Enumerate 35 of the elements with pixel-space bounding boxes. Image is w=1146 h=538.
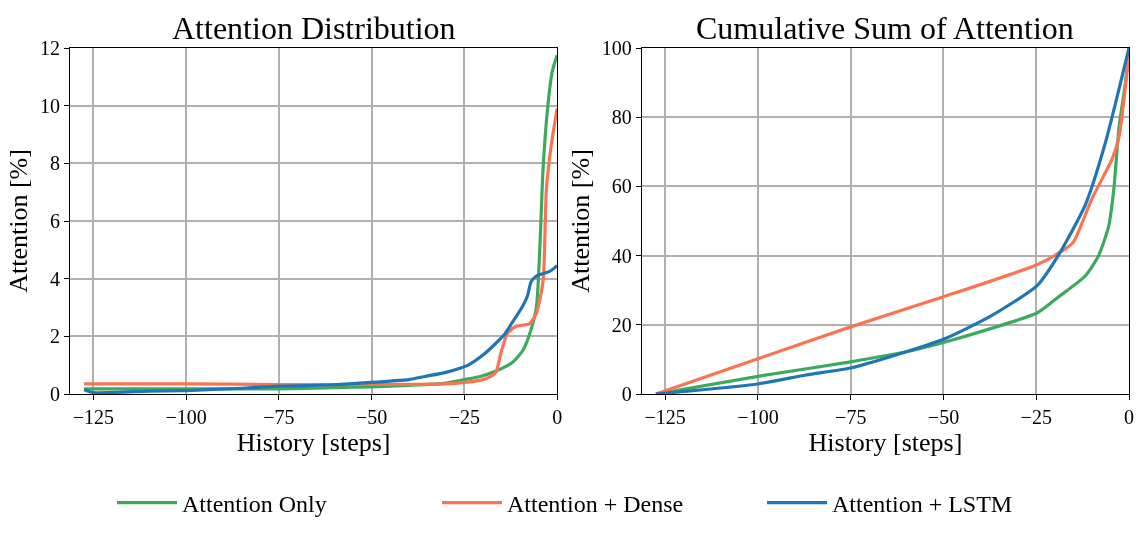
x-tick-label: −75 <box>835 406 867 429</box>
y-tick-label: 2 <box>49 325 60 348</box>
legend-label: Attention + LSTM <box>832 490 1013 517</box>
x-tick-label: −25 <box>448 406 481 429</box>
y-tick-label: 40 <box>611 244 632 267</box>
x-tick-label: −50 <box>355 406 388 429</box>
x-tick-label: 0 <box>1124 406 1134 429</box>
x-tick-label: −125 <box>72 406 115 429</box>
y-tick-label: 6 <box>49 210 60 232</box>
y-tick-label: 10 <box>39 94 60 117</box>
x-tick-label: −75 <box>263 406 295 429</box>
x-tick-label: −50 <box>927 406 960 429</box>
y-tick-label: 80 <box>611 106 632 129</box>
y-tick-label: 0 <box>621 383 632 405</box>
y-tick-label: 12 <box>39 37 60 59</box>
y-tick-label: 0 <box>49 383 60 405</box>
x-tick-label: −125 <box>644 406 686 429</box>
y-tick-label: 100 <box>601 37 632 59</box>
x-tick-label: 0 <box>552 406 563 429</box>
y-tick-label: 20 <box>611 313 632 336</box>
chart-title: Attention Distribution <box>172 10 456 46</box>
legend-label: Attention Only <box>182 490 327 517</box>
x-axis-title: History [steps] <box>808 428 963 458</box>
y-tick-label: 8 <box>49 152 60 175</box>
y-tick-label: 60 <box>611 175 632 198</box>
line-series <box>82 264 558 394</box>
x-tick-label: −100 <box>165 406 207 429</box>
x-tick-label: −25 <box>1020 406 1052 429</box>
x-axis-title: History [steps] <box>236 428 391 458</box>
x-tick-label: −100 <box>737 406 779 429</box>
legend-label: Attention + Dense <box>507 490 684 517</box>
y-axis-title: Attention [%] <box>4 149 34 293</box>
y-tick-label: 4 <box>49 267 60 290</box>
chart-title: Cumulative Sum of Attention <box>696 10 1074 46</box>
y-axis-title: Attention [%] <box>566 149 596 293</box>
